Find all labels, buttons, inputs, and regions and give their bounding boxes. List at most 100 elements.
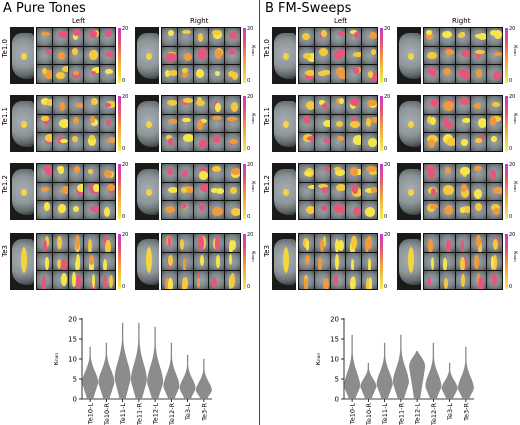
- activation-blob: [368, 169, 377, 175]
- slice-tile: [471, 271, 487, 289]
- activation-blob: [77, 183, 84, 192]
- slice-tile: [424, 182, 439, 201]
- panel-a: A Pure Tones Left Right 0 5 10 15 20 κₙₐₙ Te10…: [0, 0, 258, 425]
- activation-blob: [59, 138, 68, 144]
- row-label: Te1.0: [263, 39, 271, 58]
- activation-blob: [333, 167, 341, 172]
- y-tick-label: 15: [330, 336, 339, 344]
- slice-tile: [471, 164, 487, 182]
- activation-blob: [317, 183, 328, 188]
- activation-blob: [197, 33, 203, 42]
- colorbar-max-label: 20: [384, 232, 391, 238]
- activation-blob: [370, 49, 376, 56]
- activation-blob: [494, 29, 502, 39]
- activation-blob: [57, 165, 65, 172]
- slice-tile: [37, 271, 52, 289]
- activation-blob: [211, 188, 218, 194]
- activation-blob: [460, 71, 471, 79]
- violin-Te11-R: [392, 334, 409, 400]
- slice-tile: [37, 164, 52, 182]
- colorbar-max-label: 20: [384, 94, 391, 100]
- axial-slice-grid-right: [161, 233, 241, 290]
- activation-blob: [90, 50, 98, 60]
- slice-tile: [487, 46, 502, 65]
- slice-tile: [487, 252, 502, 271]
- slice-tile: [455, 114, 471, 133]
- activation-blob: [426, 165, 435, 173]
- slice-tile: [84, 234, 100, 252]
- panel-a-title: A Pure Tones: [3, 1, 86, 16]
- slice-tile: [193, 65, 209, 83]
- activation-blob: [368, 31, 377, 39]
- activation-blob: [43, 165, 52, 174]
- row-label: Te3: [1, 245, 9, 257]
- slice-tile: [177, 182, 193, 201]
- activation-blob: [227, 117, 239, 122]
- activation-blob: [491, 272, 497, 286]
- activation-blob: [167, 29, 175, 36]
- activation-blob: [427, 51, 437, 59]
- colorbar-kappa-label: κₙₐₙ: [512, 181, 519, 192]
- activation-blob: [430, 256, 434, 271]
- activation-blob: [58, 30, 68, 39]
- slice-tile: [471, 65, 487, 83]
- slice-tile: [225, 182, 240, 201]
- slice-tile: [455, 182, 471, 201]
- activation-blob: [105, 102, 111, 108]
- activation-blob: [103, 207, 110, 218]
- activation-blob: [72, 70, 80, 75]
- slice-tile: [330, 252, 346, 271]
- axial-slice-grid-right: [423, 163, 503, 220]
- slice-tile: [162, 271, 177, 289]
- activation-blob: [103, 258, 108, 271]
- activation-blob: [183, 276, 189, 289]
- slice-tile: [314, 133, 330, 151]
- x-tick-label: Te11-R: [135, 403, 143, 425]
- activation-blob: [443, 101, 454, 111]
- slice-tile: [162, 201, 177, 219]
- activation-blob: [57, 235, 62, 250]
- slice-tile: [346, 182, 362, 201]
- activation-blob: [164, 70, 171, 77]
- activation-blob: [477, 118, 487, 129]
- slice-tile: [37, 133, 52, 151]
- slice-tile: [162, 114, 177, 133]
- activation-blob: [307, 184, 314, 189]
- slice-tile: [299, 65, 314, 83]
- slice-tile: [177, 46, 193, 65]
- activation-blob: [319, 100, 326, 105]
- y-tick-label: 15: [68, 336, 77, 344]
- activation-blob: [45, 134, 52, 142]
- colorbar-right: [243, 164, 246, 219]
- activation-blob: [446, 240, 451, 252]
- colorbar-left: [118, 234, 121, 289]
- slice-tile: [314, 234, 330, 252]
- activation-blob: [489, 116, 496, 127]
- axial-slice-grid-right: [423, 233, 503, 290]
- y-tick-label: 0: [73, 396, 77, 404]
- colorbar-min-label: 0: [247, 146, 251, 152]
- activation-blob: [493, 70, 502, 81]
- slice-tile: [52, 234, 68, 252]
- activation-blob: [75, 254, 80, 270]
- activation-spot: [146, 189, 152, 196]
- violin-Te10-L: [82, 346, 99, 400]
- colorbar-right: [505, 164, 508, 219]
- activation-blob: [349, 166, 359, 176]
- slice-tile: [100, 114, 115, 133]
- activation-blob: [333, 203, 345, 213]
- activation-blob: [45, 257, 49, 270]
- slice-tile: [362, 65, 377, 83]
- activation-blob: [430, 203, 439, 209]
- activation-blob: [167, 99, 177, 106]
- slice-tile: [177, 28, 193, 46]
- slice-tile: [346, 28, 362, 46]
- activation-blob: [180, 186, 188, 194]
- panel-a-violin-chart: 0 5 10 15 20 κₙₐₙ Te10-L Te10-R Te11-L Te11-R Te12…: [52, 316, 212, 425]
- activation-blob: [442, 30, 453, 38]
- axial-slice-grid-right: [161, 95, 241, 152]
- panel-b-left-label: Left: [334, 17, 348, 25]
- activation-blob: [427, 116, 433, 124]
- y-tick-label: 5: [73, 376, 77, 384]
- axial-slice-grid-left: [36, 233, 116, 290]
